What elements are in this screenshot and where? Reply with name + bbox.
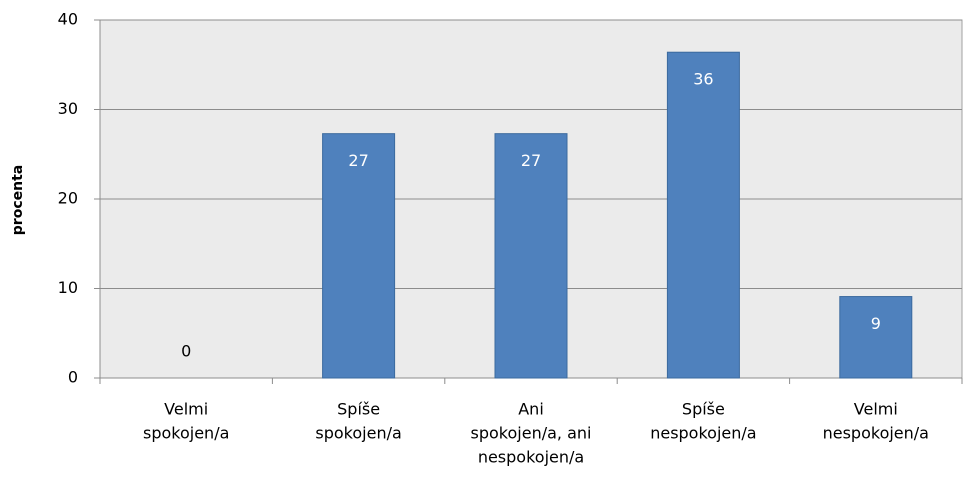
x-tick-label: spokojen/a [315, 424, 401, 443]
x-tick-label: nespokojen/a [650, 424, 756, 443]
data-label: 27 [348, 151, 368, 170]
x-tick-label: Ani [518, 400, 544, 419]
x-tick-label: spokojen/a [143, 424, 229, 443]
data-label: 0 [181, 342, 191, 361]
bar [494, 133, 568, 379]
bar [322, 133, 396, 379]
y-axis-label: procenta [10, 165, 26, 235]
y-tick-label: 40 [58, 10, 78, 29]
x-tick-label: nespokojen/a [823, 424, 929, 443]
x-tick-label: Velmi [164, 400, 208, 419]
y-tick-label: 0 [68, 368, 78, 387]
x-tick-label: Spíše [337, 400, 380, 419]
x-tick-label: spokojen/a, ani [471, 424, 592, 443]
bar [839, 296, 913, 379]
data-label: 9 [871, 314, 881, 333]
data-label: 27 [521, 151, 541, 170]
data-label: 36 [693, 70, 713, 89]
bar [666, 51, 740, 379]
x-tick-label: nespokojen/a [478, 448, 584, 467]
x-tick-label: Spíše [682, 400, 725, 419]
y-tick-label: 10 [58, 278, 78, 297]
x-tick-label: Velmi [854, 400, 898, 419]
y-tick-label: 20 [58, 189, 78, 208]
y-tick-label: 30 [58, 99, 78, 118]
